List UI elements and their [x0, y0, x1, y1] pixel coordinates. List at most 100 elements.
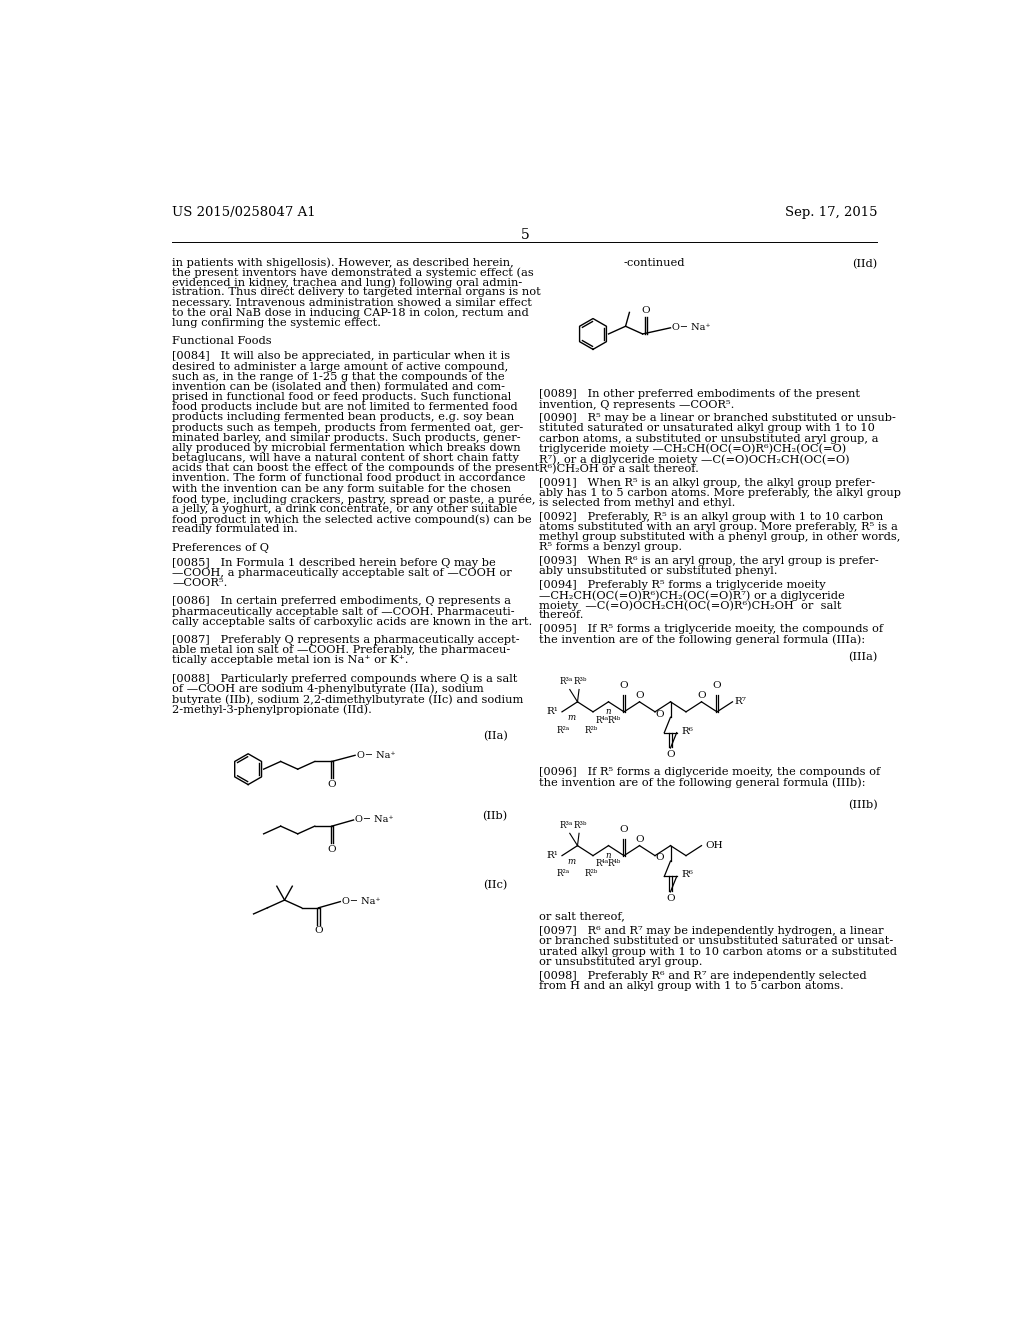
Text: prised in functional food or feed products. Such functional: prised in functional food or feed produc…: [172, 392, 511, 403]
Text: moiety  —C(=O)OCH₂CH(OC(=O)R⁶)CH₂OH  or  salt: moiety —C(=O)OCH₂CH(OC(=O)R⁶)CH₂OH or sa…: [539, 601, 842, 611]
Text: acids that can boost the effect of the compounds of the present: acids that can boost the effect of the c…: [172, 463, 540, 474]
Text: O: O: [641, 306, 650, 315]
Text: carbon atoms, a substituted or unsubstituted aryl group, a: carbon atoms, a substituted or unsubstit…: [539, 433, 879, 444]
Text: O: O: [713, 681, 721, 690]
Text: O: O: [697, 692, 706, 701]
Text: R²ᵇ: R²ᵇ: [585, 870, 598, 879]
Text: evidenced in kidney, trachea and lung) following oral admin-: evidenced in kidney, trachea and lung) f…: [172, 277, 522, 288]
Text: such as, in the range of 1-25 g that the compounds of the: such as, in the range of 1-25 g that the…: [172, 372, 505, 381]
Text: R⁴ᵇ: R⁴ᵇ: [608, 859, 622, 869]
Text: 5: 5: [520, 227, 529, 242]
Text: stituted saturated or unsaturated alkyl group with 1 to 10: stituted saturated or unsaturated alkyl …: [539, 424, 874, 433]
Text: the invention are of the following general formula (IIIb):: the invention are of the following gener…: [539, 777, 865, 788]
Text: n: n: [606, 708, 611, 717]
Text: (IIa): (IIa): [483, 731, 508, 741]
Text: products including fermented bean products, e.g. soy bean: products including fermented bean produc…: [172, 412, 514, 422]
Text: cally acceptable salts of carboxylic acids are known in the art.: cally acceptable salts of carboxylic aci…: [172, 616, 532, 627]
Text: with the invention can be any form suitable for the chosen: with the invention can be any form suita…: [172, 483, 511, 494]
Text: from H and an alkyl group with 1 to 5 carbon atoms.: from H and an alkyl group with 1 to 5 ca…: [539, 981, 844, 991]
Text: R³ᵇ: R³ᵇ: [573, 677, 588, 686]
Text: products such as tempeh, products from fermented oat, ger-: products such as tempeh, products from f…: [172, 422, 523, 433]
Text: O: O: [667, 750, 675, 759]
Text: O− Na⁺: O− Na⁺: [342, 898, 381, 906]
Text: R⁴ᵇ: R⁴ᵇ: [608, 715, 622, 725]
Text: (IId): (IId): [852, 259, 878, 269]
Text: or unsubstituted aryl group.: or unsubstituted aryl group.: [539, 957, 702, 966]
Text: to the oral NaB dose in inducing CAP-18 in colon, rectum and: to the oral NaB dose in inducing CAP-18 …: [172, 308, 529, 318]
Text: R⁶: R⁶: [681, 726, 693, 735]
Text: R¹: R¹: [546, 708, 558, 717]
Text: n: n: [606, 851, 611, 861]
Text: O: O: [314, 927, 323, 936]
Text: (IIIa): (IIIa): [848, 652, 878, 663]
Text: tically acceptable metal ion is Na⁺ or K⁺.: tically acceptable metal ion is Na⁺ or K…: [172, 656, 409, 665]
Text: —COOH, a pharmaceutically acceptable salt of —COOH or: —COOH, a pharmaceutically acceptable sal…: [172, 568, 512, 578]
Text: [0098]   Preferably R⁶ and R⁷ are independently selected: [0098] Preferably R⁶ and R⁷ are independ…: [539, 970, 866, 981]
Text: R³ᵃ: R³ᵃ: [560, 821, 573, 830]
Text: m: m: [567, 713, 575, 722]
Text: thereof.: thereof.: [539, 610, 585, 620]
Text: Sep. 17, 2015: Sep. 17, 2015: [785, 206, 878, 219]
Text: a jelly, a yoghurt, a drink concentrate, or any other suitable: a jelly, a yoghurt, a drink concentrate,…: [172, 504, 517, 513]
Text: lung confirming the systemic effect.: lung confirming the systemic effect.: [172, 318, 381, 327]
Text: (IIb): (IIb): [482, 810, 508, 821]
Text: food product in which the selected active compound(s) can be: food product in which the selected activ…: [172, 513, 531, 524]
Text: methyl group substituted with a phenyl group, in other words,: methyl group substituted with a phenyl g…: [539, 532, 900, 543]
Text: R⁶: R⁶: [681, 870, 693, 879]
Text: [0085]   In Formula 1 described herein before Q may be: [0085] In Formula 1 described herein bef…: [172, 558, 496, 568]
Text: triglyceride moiety —CH₂CH(OC(=O)R⁶)CH₂(OC(=O): triglyceride moiety —CH₂CH(OC(=O)R⁶)CH₂(…: [539, 444, 846, 454]
Text: -continued: -continued: [624, 259, 685, 268]
Text: R⁴ᵃ: R⁴ᵃ: [596, 859, 609, 869]
Text: O: O: [620, 681, 629, 690]
Text: ally produced by microbial fermentation which breaks down: ally produced by microbial fermentation …: [172, 444, 521, 453]
Text: [0086]   In certain preferred embodiments, Q represents a: [0086] In certain preferred embodiments,…: [172, 597, 511, 606]
Text: R⁶)CH₂OH or a salt thereof.: R⁶)CH₂OH or a salt thereof.: [539, 465, 698, 474]
Text: US 2015/0258047 A1: US 2015/0258047 A1: [172, 206, 315, 219]
Text: [0096]   If R⁵ forms a diglyceride moeity, the compounds of: [0096] If R⁵ forms a diglyceride moeity,…: [539, 767, 880, 777]
Text: minated barley, and similar products. Such products, gener-: minated barley, and similar products. Su…: [172, 433, 521, 442]
Text: OH: OH: [706, 841, 723, 850]
Text: or salt thereof,: or salt thereof,: [539, 911, 625, 921]
Text: in patients with shigellosis). However, as described herein,: in patients with shigellosis). However, …: [172, 257, 514, 268]
Text: Functional Foods: Functional Foods: [172, 337, 271, 346]
Text: food products include but are not limited to fermented food: food products include but are not limite…: [172, 403, 518, 412]
Text: O: O: [655, 710, 665, 718]
Text: betaglucans, will have a natural content of short chain fatty: betaglucans, will have a natural content…: [172, 453, 519, 463]
Text: the present inventors have demonstrated a systemic effect (as: the present inventors have demonstrated …: [172, 267, 534, 277]
Text: ably has 1 to 5 carbon atoms. More preferably, the alkyl group: ably has 1 to 5 carbon atoms. More prefe…: [539, 488, 901, 498]
Text: food type, including crackers, pastry, spread or paste, a purée,: food type, including crackers, pastry, s…: [172, 494, 536, 504]
Text: able metal ion salt of —COOH. Preferably, the pharmaceu-: able metal ion salt of —COOH. Preferably…: [172, 645, 510, 655]
Text: O: O: [620, 825, 629, 834]
Text: [0094]   Preferably R⁵ forms a triglyceride moeity: [0094] Preferably R⁵ forms a triglycerid…: [539, 579, 825, 590]
Text: O: O: [328, 780, 336, 789]
Text: [0095]   If R⁵ forms a triglyceride moeity, the compounds of: [0095] If R⁵ forms a triglyceride moeity…: [539, 624, 883, 634]
Text: or branched substituted or unsubstituted saturated or unsat-: or branched substituted or unsubstituted…: [539, 936, 893, 946]
Text: O: O: [667, 894, 675, 903]
Text: R²ᵃ: R²ᵃ: [557, 870, 570, 879]
Text: invention. The form of functional food product in accordance: invention. The form of functional food p…: [172, 474, 525, 483]
Text: atoms substituted with an aryl group. More preferably, R⁵ is a: atoms substituted with an aryl group. Mo…: [539, 521, 898, 532]
Text: R³ᵇ: R³ᵇ: [573, 821, 588, 830]
Text: O− Na⁺: O− Na⁺: [355, 816, 393, 825]
Text: [0090]   R⁵ may be a linear or branched substituted or unsub-: [0090] R⁵ may be a linear or branched su…: [539, 413, 896, 424]
Text: Preferences of Q: Preferences of Q: [172, 543, 269, 553]
Text: R¹: R¹: [546, 851, 558, 861]
Text: [0087]   Preferably Q represents a pharmaceutically accept-: [0087] Preferably Q represents a pharmac…: [172, 635, 520, 645]
Text: R⁷), or a diglyceride moiety —C(=O)OCH₂CH(OC(=O): R⁷), or a diglyceride moiety —C(=O)OCH₂C…: [539, 454, 849, 465]
Text: —COOR⁵.: —COOR⁵.: [172, 578, 227, 589]
Text: butyrate (IIb), sodium 2,2-dimethylbutyrate (IIc) and sodium: butyrate (IIb), sodium 2,2-dimethylbutyr…: [172, 694, 523, 705]
Text: O− Na⁺: O− Na⁺: [672, 323, 711, 333]
Text: istration. Thus direct delivery to targeted internal organs is not: istration. Thus direct delivery to targe…: [172, 288, 541, 297]
Text: O: O: [635, 692, 644, 701]
Text: [0089]   In other preferred embodiments of the present: [0089] In other preferred embodiments of…: [539, 389, 860, 400]
Text: [0088]   Particularly preferred compounds where Q is a salt: [0088] Particularly preferred compounds …: [172, 673, 517, 684]
Text: readily formulated in.: readily formulated in.: [172, 524, 298, 535]
Text: [0091]   When R⁵ is an alkyl group, the alkyl group prefer-: [0091] When R⁵ is an alkyl group, the al…: [539, 478, 874, 488]
Text: ably unsubstituted or substituted phenyl.: ably unsubstituted or substituted phenyl…: [539, 566, 777, 577]
Text: m: m: [567, 857, 575, 866]
Text: O− Na⁺: O− Na⁺: [356, 751, 395, 760]
Text: urated alkyl group with 1 to 10 carbon atoms or a substituted: urated alkyl group with 1 to 10 carbon a…: [539, 946, 897, 957]
Text: R³ᵃ: R³ᵃ: [560, 677, 573, 686]
Text: O: O: [328, 845, 336, 854]
Text: (IIc): (IIc): [483, 880, 508, 891]
